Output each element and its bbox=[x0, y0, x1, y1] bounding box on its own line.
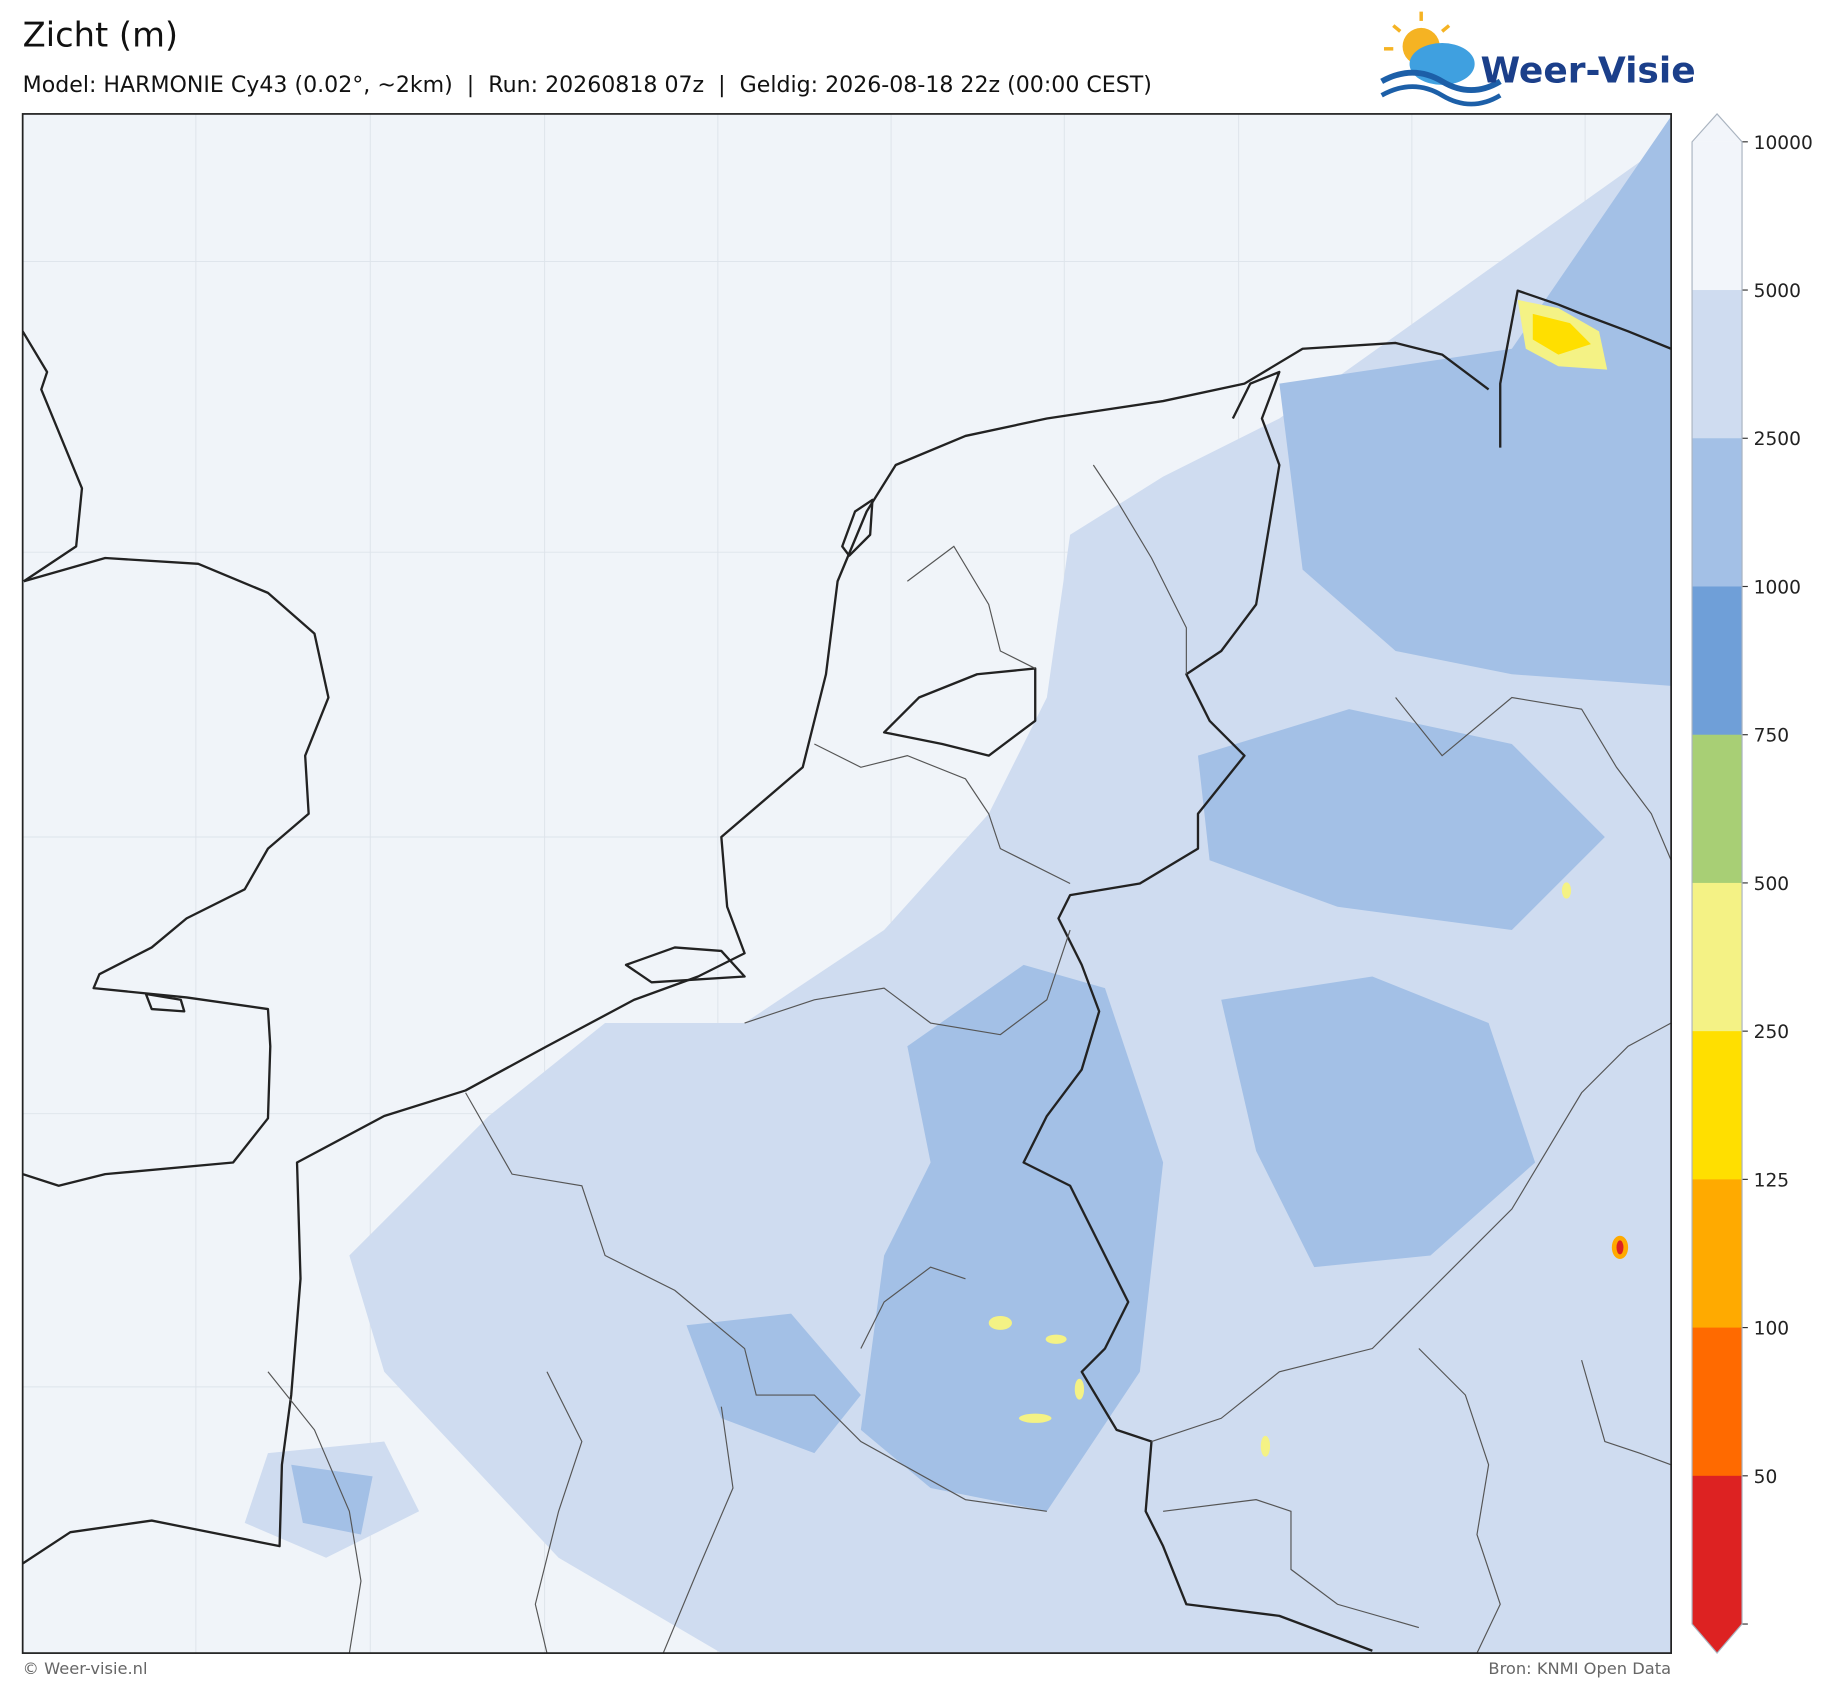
source: Bron: KNMI Open Data bbox=[1488, 1659, 1671, 1678]
colorbar-label: 1000 bbox=[1754, 577, 1801, 598]
colorbar-segment bbox=[1692, 438, 1743, 588]
colorbar-segment bbox=[1692, 141, 1743, 291]
colorbar-segment bbox=[1692, 1179, 1743, 1329]
logo-text: Weer-Visie bbox=[1480, 51, 1695, 92]
colorbar-label: 2500 bbox=[1754, 429, 1801, 450]
coastlines bbox=[22, 289, 1672, 1652]
colorbar-segment bbox=[1692, 734, 1743, 884]
colorbar: 10000 5000 2500 1000 750 500 250 125 100 50 bbox=[1691, 113, 1813, 1654]
colorbar-outline bbox=[1691, 113, 1743, 1654]
colorbar-extend-top bbox=[1692, 113, 1743, 142]
colorbar-label: 100 bbox=[1754, 1319, 1790, 1340]
colorbar-segment bbox=[1692, 882, 1743, 1032]
subtitle: Model: HARMONIE Cy43 (0.02°, ~2km) | Run… bbox=[23, 73, 1152, 98]
colorbar-segment bbox=[1692, 1327, 1743, 1477]
title: Zicht (m) bbox=[23, 16, 178, 55]
colorbar-segment bbox=[1692, 586, 1743, 736]
visibility-field bbox=[244, 116, 1672, 1654]
colorbar-label: 10000 bbox=[1754, 133, 1813, 154]
colorbar-label: 5000 bbox=[1754, 281, 1801, 302]
colorbar-extend-bottom bbox=[1692, 1624, 1743, 1654]
logo: Weer-Visie bbox=[1380, 11, 1696, 107]
colorbar-label: 250 bbox=[1754, 1022, 1790, 1043]
borders bbox=[267, 464, 1672, 1654]
colorbar-segment bbox=[1692, 290, 1743, 439]
map bbox=[21, 113, 1672, 1654]
colorbar-label: 750 bbox=[1754, 726, 1790, 747]
copyright: © Weer-visie.nl bbox=[23, 1659, 148, 1678]
colorbar-segment bbox=[1692, 1031, 1743, 1180]
colorbar-segment bbox=[1692, 1475, 1743, 1625]
colorbar-label: 125 bbox=[1754, 1170, 1790, 1191]
colorbar-label: 50 bbox=[1754, 1467, 1778, 1488]
colorbar-label: 500 bbox=[1754, 874, 1790, 895]
